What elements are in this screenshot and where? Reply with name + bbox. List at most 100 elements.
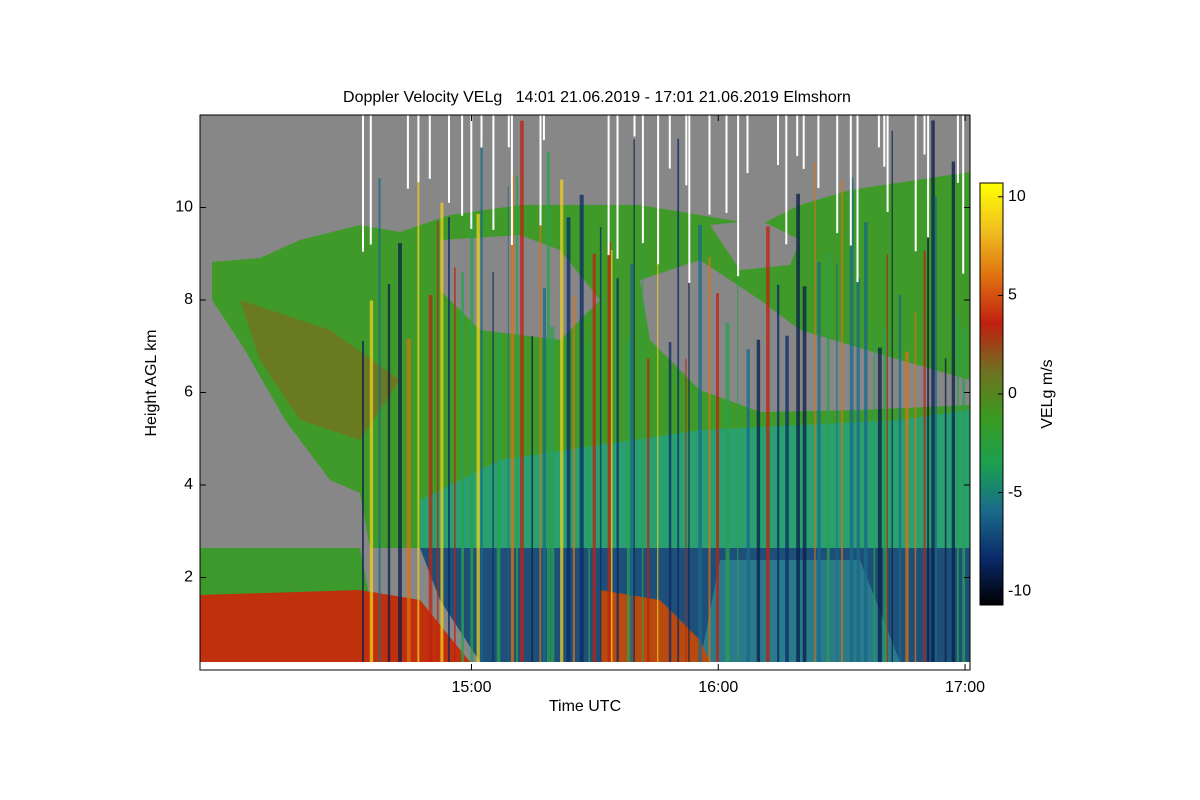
stripe-gap <box>607 115 610 256</box>
y-tick-label: 10 <box>175 199 193 216</box>
stripe-gap <box>725 115 728 213</box>
stripe <box>814 162 816 662</box>
stripe <box>492 271 494 662</box>
stripe-gap <box>685 115 688 186</box>
stripe <box>826 251 830 662</box>
stripe <box>507 186 509 662</box>
stripe <box>369 300 374 662</box>
stripe-gap <box>480 115 483 148</box>
stripe <box>756 339 761 662</box>
heatmap-field <box>200 115 970 670</box>
stripe-gap <box>802 115 805 169</box>
stripe <box>725 322 730 662</box>
stripe <box>599 227 602 662</box>
stripe <box>685 358 687 662</box>
stripe <box>746 349 750 662</box>
stripe-gap <box>877 115 880 148</box>
stripe-gap <box>856 115 859 283</box>
stripe-gap <box>708 115 711 215</box>
chart-title: Doppler Velocity VELg 14:01 21.06.2019 -… <box>343 89 851 106</box>
stripe <box>362 341 364 662</box>
stripe <box>630 264 634 662</box>
stripe-gap <box>796 115 799 157</box>
stripe-gap <box>849 115 852 246</box>
x-tick-label: 15:00 <box>451 679 491 696</box>
stripe <box>496 332 501 662</box>
stripe <box>417 156 420 662</box>
stripe <box>647 358 650 662</box>
stripe <box>905 351 909 662</box>
colorbar-tick-label: 10 <box>1008 188 1026 205</box>
stripe <box>579 194 584 663</box>
stripe <box>777 284 780 662</box>
stripe <box>934 196 937 662</box>
stripe <box>914 312 917 662</box>
stripe <box>560 179 564 662</box>
stripe <box>461 272 464 662</box>
stripe-gap <box>633 115 636 137</box>
y-tick-label: 6 <box>184 384 193 401</box>
stripe <box>923 250 926 663</box>
stripe <box>398 243 402 662</box>
stripe <box>641 166 644 662</box>
stripe-gap <box>746 115 749 174</box>
stripe <box>856 278 860 662</box>
x-tick-label: 16:00 <box>698 679 738 696</box>
stripe <box>883 328 888 662</box>
stripe <box>898 294 902 662</box>
stripe-gap <box>886 115 889 212</box>
y-tick-label: 4 <box>184 476 193 493</box>
stripe <box>766 226 770 663</box>
x-tick-label: 17:00 <box>945 679 985 696</box>
stripe-gap <box>362 115 364 252</box>
stripe-gap <box>461 115 464 216</box>
stripe <box>931 120 935 662</box>
stripe-gap <box>688 115 691 283</box>
stripe-gap <box>542 115 545 141</box>
stripe <box>470 215 474 662</box>
stripe <box>849 177 854 662</box>
stripe <box>610 250 613 662</box>
stripe-gap <box>507 115 510 148</box>
stripe-gap <box>657 115 660 265</box>
stripe <box>737 205 739 662</box>
y-tick-label: 2 <box>184 569 193 586</box>
stripe <box>588 340 590 662</box>
stripe <box>539 183 542 662</box>
stripe <box>626 338 630 662</box>
stripe <box>956 315 959 662</box>
stripe <box>546 151 550 662</box>
colorbar-tick-label: 5 <box>1008 287 1017 304</box>
stripe <box>944 358 947 662</box>
stripe-gap <box>737 115 740 277</box>
stripe-gap <box>492 115 495 230</box>
stripe <box>510 175 515 662</box>
stripe <box>796 193 800 663</box>
stripe <box>542 288 546 662</box>
y-axis-title: Height AGL km <box>143 329 160 436</box>
y-tick-label: 8 <box>184 291 193 308</box>
stripe <box>480 138 483 662</box>
stripe <box>566 217 571 662</box>
stripe-gap <box>641 115 644 243</box>
stripe <box>927 205 930 662</box>
x-axis-title: Time UTC <box>549 698 621 715</box>
stripe-gap <box>914 115 917 252</box>
stripe-gap <box>817 115 820 188</box>
stripe <box>841 180 843 662</box>
stripe <box>657 219 659 662</box>
stripe-gap <box>962 115 965 274</box>
stripe <box>891 130 893 662</box>
stripe <box>448 217 450 663</box>
stripe-gap <box>616 115 619 259</box>
stripe-gap <box>923 115 926 155</box>
stripe-gap <box>956 115 959 183</box>
stripe <box>436 221 439 662</box>
stripe <box>607 241 611 662</box>
stripe-gap <box>883 115 886 167</box>
stripe <box>531 336 533 662</box>
stripe <box>572 296 575 662</box>
stripe <box>877 347 882 662</box>
stripe <box>698 224 702 663</box>
